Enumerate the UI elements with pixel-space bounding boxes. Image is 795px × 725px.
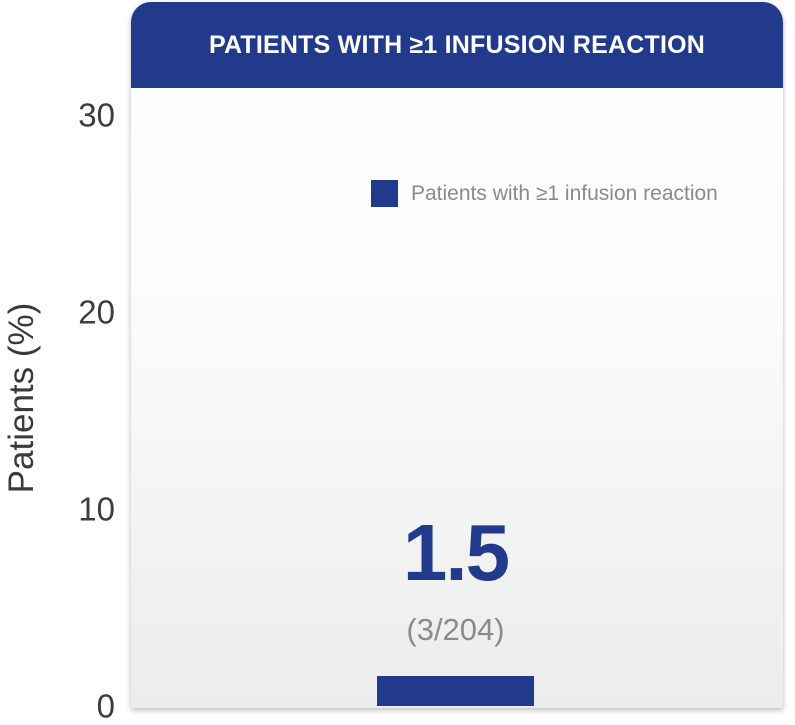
y-tick-label: 30 bbox=[78, 96, 115, 134]
y-tick-label: 20 bbox=[78, 293, 115, 331]
y-tick-label: 0 bbox=[96, 687, 115, 725]
bar-infusion-reaction bbox=[377, 676, 534, 706]
chart-title: PATIENTS WITH ≥1 INFUSION REACTION bbox=[209, 30, 705, 59]
legend-swatch bbox=[371, 180, 398, 207]
chart-panel: PATIENTS WITH ≥1 INFUSION REACTION bbox=[131, 2, 783, 708]
y-axis-label: Patients (%) bbox=[2, 302, 41, 494]
bar-count-label: (3/204) bbox=[406, 612, 505, 647]
chart-legend: Patients with ≥1 infusion reaction bbox=[371, 180, 718, 207]
chart-header: PATIENTS WITH ≥1 INFUSION REACTION bbox=[131, 2, 783, 88]
bar-value-label: 1.5 bbox=[402, 508, 510, 597]
y-tick-label: 10 bbox=[78, 490, 115, 528]
legend-label: Patients with ≥1 infusion reaction bbox=[411, 181, 718, 205]
